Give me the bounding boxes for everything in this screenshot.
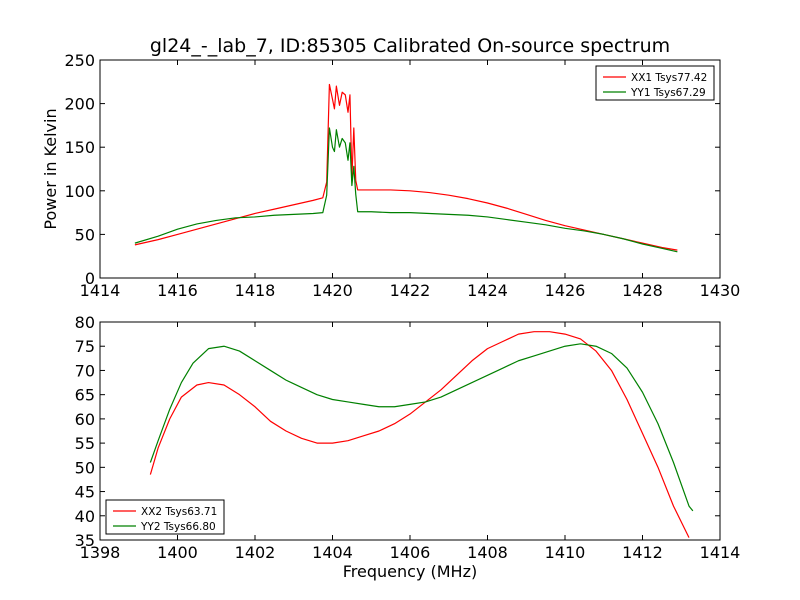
bottom-x-tick-label: 1402: [235, 543, 276, 562]
top-y-axis-label: Power in Kelvin: [41, 108, 60, 229]
bottom-y-tick-label: 65: [75, 386, 95, 405]
top-spectrum-panel: 1414 1416 1418 1420 1422 1424 1426 1428 1430 0 50 1…: [41, 51, 740, 300]
bottom-series-line-2: [149, 343, 694, 512]
bottom-legend: XX2 Tsys63.71 YY2 Tsys66.80: [105, 499, 225, 535]
top-x-tick-label: 1426: [545, 281, 586, 300]
top-y-tick-label: 250: [64, 51, 95, 70]
top-series-layer: [134, 83, 678, 253]
top-y-tick-label: 0: [85, 269, 95, 288]
bottom-y-tick-label: 45: [75, 483, 95, 502]
bottom-legend-label-2: YY2 Tsys66.80: [140, 521, 216, 533]
bottom-x-tick-label: 1410: [545, 543, 586, 562]
top-x-tick-label: 1428: [622, 281, 663, 300]
bottom-legend-label-1: XX2 Tsys63.71: [141, 506, 217, 518]
top-y-tick-label: 100: [64, 182, 95, 201]
bottom-x-tick-label: 1406: [390, 543, 431, 562]
bottom-x-tick-label: 1408: [467, 543, 508, 562]
top-series-line-2: [134, 127, 678, 253]
top-x-tick-label: 1414: [80, 281, 121, 300]
bottom-y-tick-label: 55: [75, 434, 95, 453]
bottom-y-tick-label: 75: [75, 337, 95, 356]
bottom-series-layer: [149, 331, 694, 538]
top-series-line-1: [134, 83, 678, 251]
top-legend-box: [595, 65, 715, 101]
bottom-x-tick-label: 1414: [700, 543, 741, 562]
top-x-tick-label: 1416: [157, 281, 198, 300]
top-legend-label-1: XX1 Tsys77.42: [631, 72, 707, 84]
bottom-y-tick-label: 35: [75, 531, 95, 550]
bottom-y-tick-label: 60: [75, 410, 95, 429]
bottom-spectrum-panel: 1398 1400 1402 1404 1406 1408 1410 1412 1414 35 40…: [75, 313, 741, 562]
bottom-y-tick-label: 40: [75, 507, 95, 526]
top-legend-label-2: YY1 Tsys67.29: [630, 87, 706, 99]
figure-title: gl24_-_lab_7, ID:85305 Calibrated On-sou…: [150, 35, 670, 57]
bottom-series-line-1: [149, 331, 690, 538]
top-x-tick-label: 1420: [312, 281, 353, 300]
bottom-x-tick-label: 1412: [622, 543, 663, 562]
top-x-tick-label: 1424: [467, 281, 508, 300]
top-y-tick-label: 200: [64, 95, 95, 114]
bottom-ticks-layer: 1398 1400 1402 1404 1406 1408 1410 1412 1414 35 40…: [75, 313, 741, 562]
bottom-legend-box: [105, 499, 225, 535]
bottom-x-tick-label: 1400: [157, 543, 198, 562]
top-ticks-layer: 1414 1416 1418 1420 1422 1424 1426 1428 1430 0 50 1…: [64, 51, 740, 300]
top-x-tick-label: 1422: [390, 281, 431, 300]
top-y-tick-label: 150: [64, 138, 95, 157]
bottom-x-tick-label: 1404: [312, 543, 353, 562]
x-axis-label: Frequency (MHz): [343, 562, 477, 581]
bottom-y-tick-label: 70: [75, 361, 95, 380]
top-legend: XX1 Tsys77.42 YY1 Tsys67.29: [595, 65, 715, 101]
top-x-tick-label: 1418: [235, 281, 276, 300]
top-x-tick-label: 1430: [700, 281, 741, 300]
bottom-y-tick-label: 80: [75, 313, 95, 332]
bottom-x-tick-label: 1398: [80, 543, 121, 562]
top-y-tick-label: 50: [75, 225, 95, 244]
bottom-y-tick-label: 50: [75, 458, 95, 477]
